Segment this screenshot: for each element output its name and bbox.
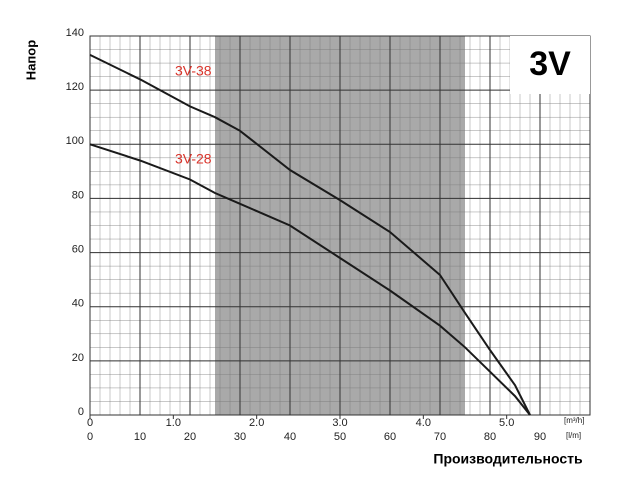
x-tick-label: 0 — [87, 431, 93, 443]
y-tick-label: 100 — [66, 135, 84, 147]
x2-tick-label: 5.0 — [499, 417, 514, 429]
y-tick-label: 0 — [78, 406, 84, 418]
x-tick-label: 80 — [484, 431, 496, 443]
y-tick-label: 80 — [72, 189, 84, 201]
x-tick-label: 20 — [184, 431, 196, 443]
title-box — [510, 36, 590, 94]
y-tick-label: 120 — [66, 81, 84, 93]
x2-tick-label: 2.0 — [249, 417, 264, 429]
y-axis-label: Напор — [23, 40, 38, 80]
x-tick-label: 30 — [234, 431, 246, 443]
series-label: 3V-38 — [175, 63, 212, 79]
series-line — [89, 143, 531, 416]
y-tick-label: 140 — [66, 27, 84, 39]
series-label: 3V-28 — [175, 151, 212, 167]
x-tick-label: 40 — [284, 431, 296, 443]
x-tick-label: 10 — [134, 431, 146, 443]
x-tick-label: 60 — [384, 431, 396, 443]
x2-tick-label: 0 — [87, 417, 93, 429]
y-tick-label: 60 — [72, 243, 84, 255]
chart-title: 3V — [529, 45, 571, 83]
x2-tick-label: 1.0 — [166, 417, 181, 429]
x2-tick-label: 3.0 — [332, 417, 347, 429]
x-axis-label: Производительность — [433, 451, 583, 467]
x-tick-label: 70 — [434, 431, 446, 443]
plot-area — [89, 35, 591, 416]
series-line — [89, 54, 531, 416]
y-tick-label: 40 — [72, 298, 84, 310]
x2-unit: [m³/h] — [564, 416, 584, 425]
x2-tick-label: 4.0 — [416, 417, 431, 429]
x-tick-label: 90 — [534, 431, 546, 443]
x-tick-label: 50 — [334, 431, 346, 443]
x-unit: [l/m] — [566, 431, 581, 440]
y-tick-label: 20 — [72, 352, 84, 364]
